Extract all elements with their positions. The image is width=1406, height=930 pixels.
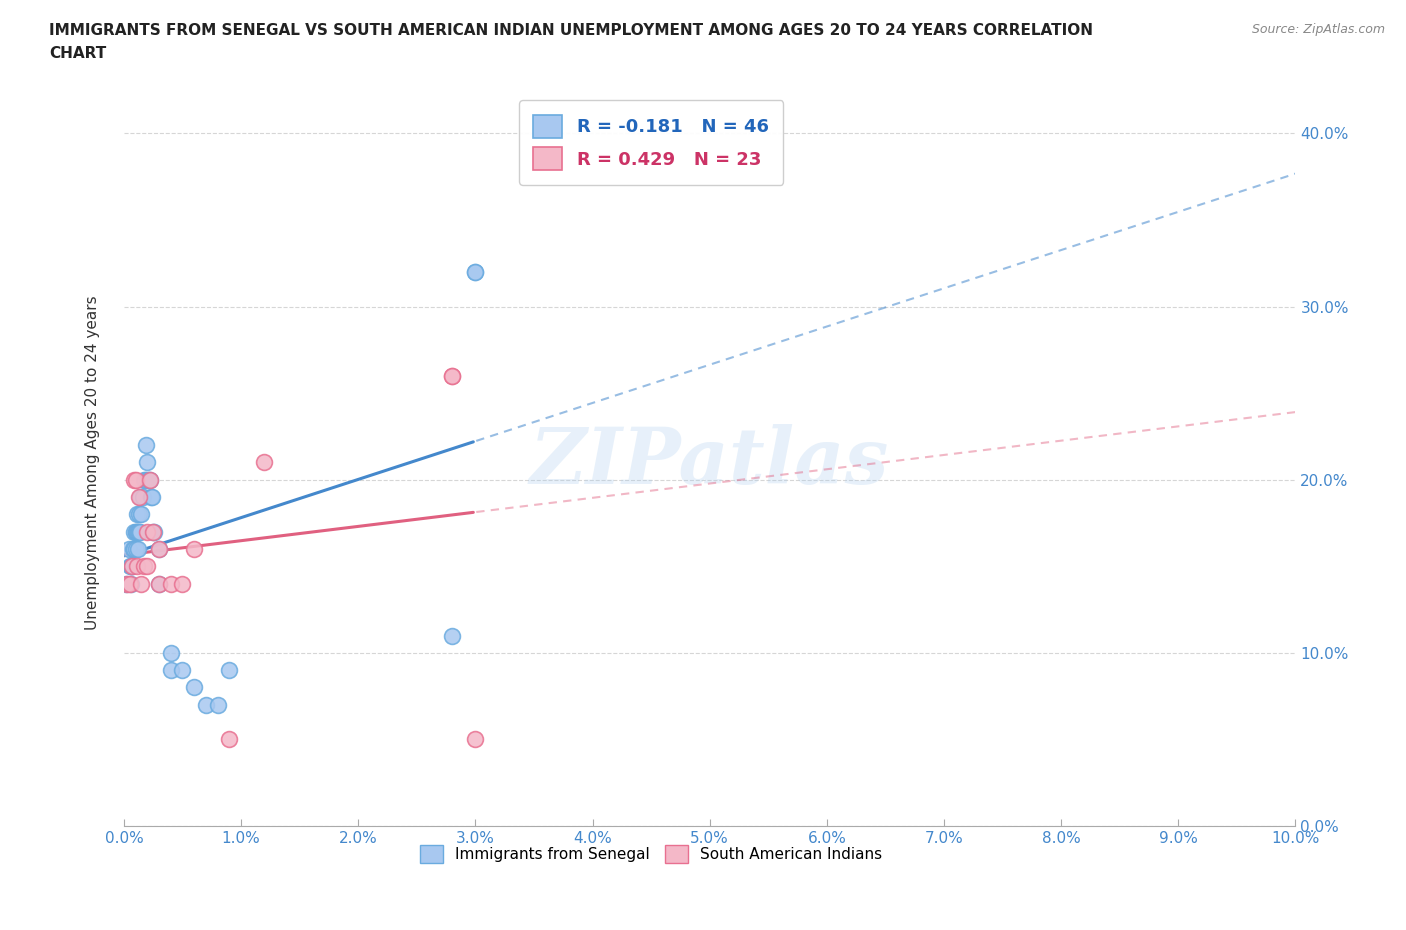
- Point: [138, 472, 160, 487]
- Point: [136, 525, 159, 539]
- Text: Source: ZipAtlas.com: Source: ZipAtlas.com: [1251, 23, 1385, 36]
- Point: [141, 489, 163, 504]
- Text: ZIPatlas: ZIPatlas: [530, 424, 890, 500]
- Point: [131, 507, 153, 522]
- Point: [440, 368, 463, 383]
- Point: [124, 472, 146, 487]
- Point: [148, 541, 170, 556]
- Point: [143, 525, 166, 539]
- Point: [125, 559, 148, 574]
- Point: [148, 576, 170, 591]
- Point: [132, 559, 155, 574]
- Point: [121, 559, 143, 574]
- Point: [172, 663, 194, 678]
- Point: [136, 455, 159, 470]
- Point: [117, 541, 139, 556]
- Point: [124, 541, 146, 556]
- Point: [124, 541, 146, 556]
- Point: [128, 525, 150, 539]
- Point: [159, 663, 181, 678]
- Point: [218, 663, 240, 678]
- Point: [118, 576, 141, 591]
- Point: [135, 438, 157, 453]
- Point: [128, 507, 150, 522]
- Point: [129, 489, 152, 504]
- Point: [127, 541, 149, 556]
- Point: [183, 680, 205, 695]
- Point: [136, 472, 159, 487]
- Point: [115, 576, 138, 591]
- Point: [121, 559, 143, 574]
- Point: [131, 576, 153, 591]
- Y-axis label: Unemployment Among Ages 20 to 24 years: Unemployment Among Ages 20 to 24 years: [86, 295, 100, 630]
- Point: [118, 559, 141, 574]
- Point: [172, 576, 194, 591]
- Point: [117, 576, 139, 591]
- Point: [124, 525, 146, 539]
- Point: [138, 472, 160, 487]
- Point: [127, 525, 149, 539]
- Point: [120, 576, 142, 591]
- Point: [124, 472, 146, 487]
- Point: [128, 489, 150, 504]
- Point: [142, 525, 165, 539]
- Point: [124, 525, 146, 539]
- Point: [139, 489, 162, 504]
- Point: [124, 525, 146, 539]
- Point: [131, 489, 153, 504]
- Point: [121, 559, 143, 574]
- Text: CHART: CHART: [49, 46, 107, 61]
- Point: [207, 698, 229, 712]
- Point: [464, 264, 486, 279]
- Point: [132, 472, 155, 487]
- Point: [122, 541, 145, 556]
- Point: [440, 628, 463, 643]
- Point: [253, 455, 276, 470]
- Point: [125, 507, 148, 522]
- Point: [148, 576, 170, 591]
- Point: [159, 576, 181, 591]
- Point: [183, 541, 205, 556]
- Point: [134, 472, 156, 487]
- Legend: Immigrants from Senegal, South American Indians: Immigrants from Senegal, South American …: [413, 839, 889, 870]
- Point: [194, 698, 217, 712]
- Point: [440, 368, 463, 383]
- Point: [148, 541, 170, 556]
- Point: [159, 645, 181, 660]
- Point: [125, 525, 148, 539]
- Point: [464, 264, 486, 279]
- Point: [464, 732, 486, 747]
- Point: [120, 559, 142, 574]
- Point: [142, 525, 165, 539]
- Text: IMMIGRANTS FROM SENEGAL VS SOUTH AMERICAN INDIAN UNEMPLOYMENT AMONG AGES 20 TO 2: IMMIGRANTS FROM SENEGAL VS SOUTH AMERICA…: [49, 23, 1094, 38]
- Point: [138, 472, 160, 487]
- Point: [129, 525, 152, 539]
- Point: [136, 559, 159, 574]
- Point: [218, 732, 240, 747]
